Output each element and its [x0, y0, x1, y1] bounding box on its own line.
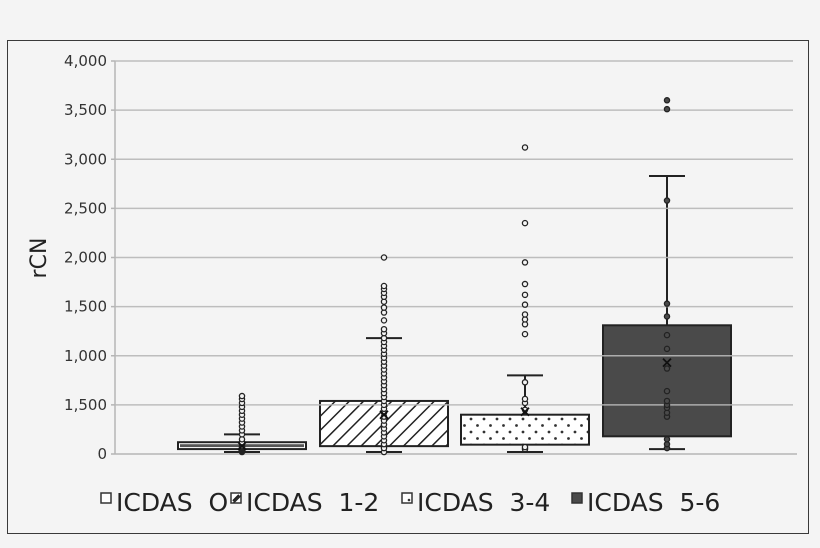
legend-item-3: ICDAS 3-4: [401, 488, 550, 517]
y-tick-label: 1,500: [64, 298, 107, 316]
y-axis: 0 1,500 1,000 1,500 2,000 2,500 3,000 3,500 4,00…: [64, 52, 116, 463]
y-tick-label: 4,000: [64, 52, 107, 70]
y-tick-label: 3,000: [64, 150, 107, 168]
legend: ICDAS O ICDAS 1-2 ICDAS 3-4 ICDAS 5-6: [100, 488, 720, 517]
data-point: [238, 392, 246, 400]
data-point: [663, 436, 671, 443]
chart-frame: [7, 40, 809, 534]
data-point: [521, 395, 529, 403]
y-tick-label: 2,000: [64, 249, 107, 267]
data-point: [380, 304, 388, 311]
y-axis-label: rCN: [27, 238, 52, 279]
data-points: [237, 97, 672, 456]
legend-label: ICDAS 1-2: [246, 488, 379, 517]
y-tick-label: 2,500: [64, 199, 107, 217]
y-tick-label: 1,500: [64, 396, 107, 414]
data-point: [521, 443, 529, 451]
mean-marker: [237, 441, 247, 451]
legend-item-4: ICDAS 5-6: [571, 488, 720, 517]
y-tick-label: 0: [97, 445, 107, 463]
data-point: [663, 331, 671, 339]
data-point: [521, 144, 529, 151]
data-point: [663, 197, 671, 204]
box-series: [177, 174, 732, 454]
mean-marker: [520, 407, 530, 417]
data-point: [380, 325, 388, 333]
data-point: [521, 280, 529, 288]
data-point: [663, 387, 671, 395]
legend-swatch-icon: [401, 492, 413, 504]
data-point: [663, 97, 671, 104]
data-point: [380, 317, 388, 324]
data-point: [380, 254, 388, 261]
y-tick-label: 1,000: [64, 347, 107, 365]
data-point: [663, 397, 671, 405]
legend-swatch-icon: [100, 492, 112, 504]
data-point: [663, 105, 671, 113]
data-point: [521, 259, 529, 266]
data-point: [663, 300, 671, 307]
data-point: [521, 330, 529, 338]
gridlines: [115, 60, 797, 455]
legend-label: ICDAS 3-4: [417, 488, 550, 517]
legend-label: ICDAS 5-6: [587, 488, 720, 517]
mean-marker: [662, 357, 672, 368]
data-point: [663, 345, 671, 353]
data-point: [521, 301, 529, 308]
data-point: [380, 282, 388, 290]
data-point: [663, 313, 671, 320]
legend-swatch-icon: [571, 492, 583, 504]
mean-marker: [379, 410, 389, 420]
box-icdas-3-4: [460, 374, 590, 454]
data-point: [521, 379, 529, 386]
legend-item-1: ICDAS O: [100, 488, 228, 517]
legend-item-2: ICDAS 1-2: [230, 488, 379, 517]
data-point: [663, 365, 671, 372]
data-point: [521, 219, 529, 227]
y-tick-label: 3,500: [64, 101, 107, 119]
data-point: [521, 291, 529, 299]
data-point: [521, 311, 529, 318]
legend-label: ICDAS O: [116, 488, 228, 517]
